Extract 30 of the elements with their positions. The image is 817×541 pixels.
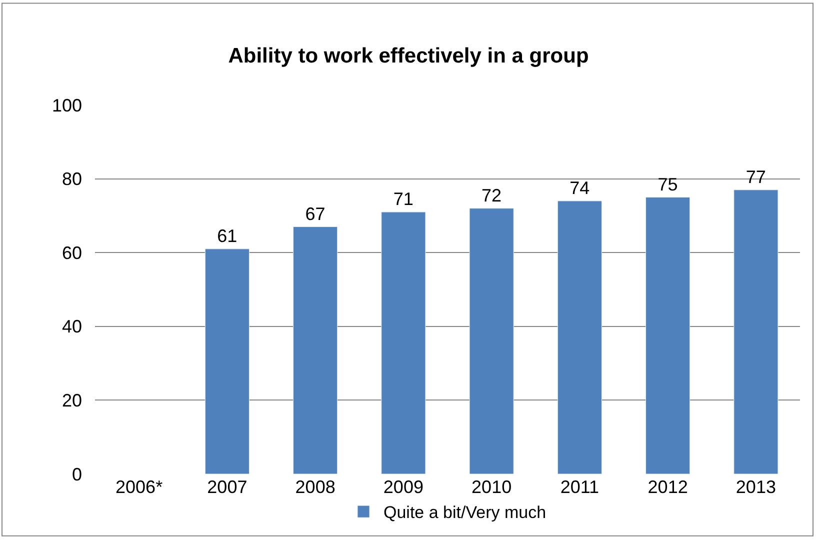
data-label: 75 — [658, 174, 678, 194]
y-tick-label: 40 — [62, 316, 82, 337]
x-tick-label: 2006* — [116, 477, 163, 497]
x-tick-label: 2011 — [560, 477, 600, 497]
y-tick-label: 20 — [62, 390, 82, 410]
bar — [646, 197, 690, 474]
x-tick-label: 2008 — [295, 477, 336, 497]
data-label: 61 — [217, 226, 238, 246]
bar — [734, 190, 778, 474]
chart-title: Ability to work effectively in a group — [228, 44, 589, 68]
bar — [381, 212, 426, 474]
x-tick-label: 2007 — [207, 477, 248, 497]
bar — [204, 248, 250, 474]
y-tick-label: 60 — [62, 242, 82, 263]
data-label: 74 — [570, 178, 590, 198]
data-label: 67 — [305, 204, 326, 224]
bar — [293, 226, 338, 474]
bar — [557, 200, 602, 474]
y-tick-label: 0 — [72, 464, 82, 484]
data-label: 72 — [482, 185, 502, 206]
x-tick-label: 2010 — [472, 477, 512, 497]
x-tick-label: 2012 — [648, 477, 688, 497]
data-label: 71 — [393, 189, 414, 210]
x-tick-label: 2013 — [736, 477, 776, 497]
y-tick-label: 100 — [52, 95, 82, 116]
x-tick-label: 2009 — [383, 477, 424, 497]
legend-label: Quite a bit/Very much — [384, 503, 546, 522]
bar — [469, 208, 514, 474]
data-label: 77 — [746, 166, 766, 187]
y-tick-label: 80 — [62, 169, 82, 190]
